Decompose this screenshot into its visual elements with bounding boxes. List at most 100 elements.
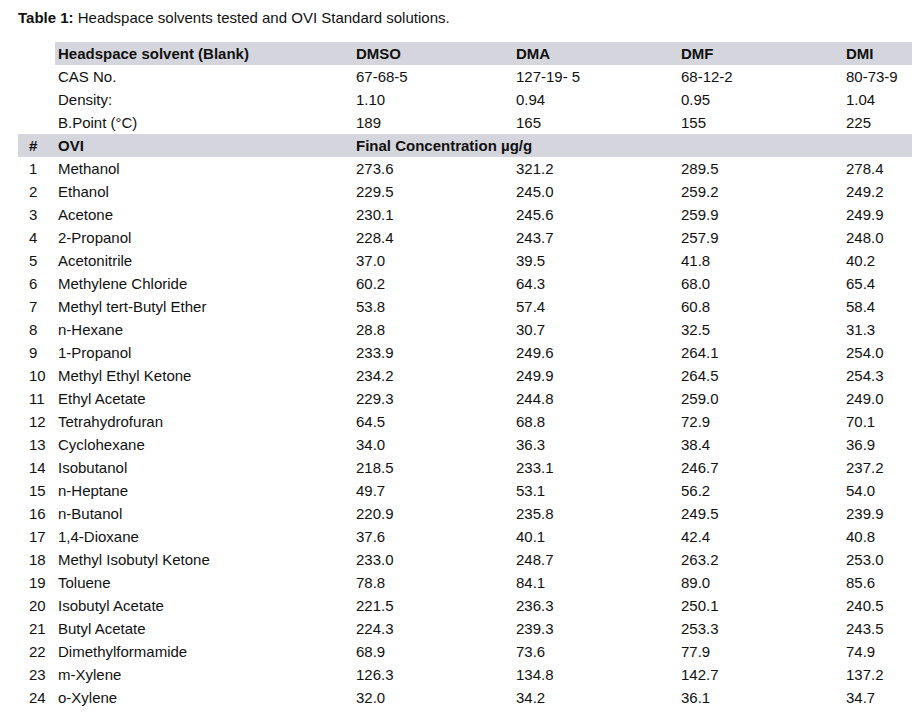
ovi-row-value: 30.7 xyxy=(515,318,680,341)
ovi-row-value: 253.0 xyxy=(845,548,912,571)
ovi-row-num: 1 xyxy=(18,157,55,180)
ovi-row-value: 243.7 xyxy=(515,226,680,249)
ovi-row-num: 13 xyxy=(18,433,55,456)
ovi-row-value: 37.0 xyxy=(355,249,515,272)
ovi-row-value: 273.6 xyxy=(355,157,515,180)
info-row-value: 0.94 xyxy=(515,88,680,111)
ovi-row-num: 22 xyxy=(18,640,55,663)
ovi-row-num: 19 xyxy=(18,571,55,594)
ovi-row-value: 254.0 xyxy=(845,341,912,364)
ovi-row-name: Ethyl Acetate xyxy=(55,387,355,410)
ovi-row-num: 24 xyxy=(18,686,55,709)
ovi-row-value: 39.5 xyxy=(515,249,680,272)
ovi-row-value: 249.9 xyxy=(515,364,680,387)
ovi-row-value: 36.1 xyxy=(680,686,845,709)
ovi-row-value: 229.3 xyxy=(355,387,515,410)
ovi-row-num: 12 xyxy=(18,410,55,433)
ovi-row-name: Isobutanol xyxy=(55,456,355,479)
ovi-row-value: 249.5 xyxy=(680,502,845,525)
ovi-row-name: n-Butanol xyxy=(55,502,355,525)
info-row-value: 155 xyxy=(680,111,845,134)
ovi-row-value: 53.1 xyxy=(515,479,680,502)
col-header-dmi: DMI xyxy=(845,42,912,65)
ovi-row-value: 40.2 xyxy=(845,249,912,272)
ovi-row: 11Ethyl Acetate229.3244.8259.0249.0 xyxy=(18,387,912,410)
ovi-row-num: 8 xyxy=(18,318,55,341)
ovi-row-value: 278.4 xyxy=(845,157,912,180)
ovi-row-num: 20 xyxy=(18,594,55,617)
ovi-row: 15n-Heptane49.753.156.254.0 xyxy=(18,479,912,502)
ovi-row: 5Acetonitrile37.039.541.840.2 xyxy=(18,249,912,272)
ovi-row-value: 259.0 xyxy=(680,387,845,410)
ovi-row-value: 245.0 xyxy=(515,180,680,203)
ovi-row-value: 34.2 xyxy=(515,686,680,709)
ovi-row-value: 40.8 xyxy=(845,525,912,548)
ovi-row-value: 32.5 xyxy=(680,318,845,341)
page: Table 1: Headspace solvents tested and O… xyxy=(0,0,920,723)
ovi-row-name: Toluene xyxy=(55,571,355,594)
ovi-row-value: 224.3 xyxy=(355,617,515,640)
ovi-row-value: 38.4 xyxy=(680,433,845,456)
ovi-row-value: 264.5 xyxy=(680,364,845,387)
ovi-row-value: 289.5 xyxy=(680,157,845,180)
info-row-value: 127-19- 5 xyxy=(515,65,680,88)
ovi-row-value: 58.4 xyxy=(845,295,912,318)
ovi-row-value: 68.9 xyxy=(355,640,515,663)
ovi-row-value: 36.3 xyxy=(515,433,680,456)
info-row-label: Density: xyxy=(55,88,355,111)
ovi-row-num: 6 xyxy=(18,272,55,295)
info-row-label: CAS No. xyxy=(55,65,355,88)
ovi-row-value: 321.2 xyxy=(515,157,680,180)
ovi-row: 20Isobutyl Acetate221.5236.3250.1240.5 xyxy=(18,594,912,617)
info-row-value: 165 xyxy=(515,111,680,134)
ovi-row: 22Dimethylformamide68.973.677.974.9 xyxy=(18,640,912,663)
ovi-row-num: 11 xyxy=(18,387,55,410)
info-row-label: B.Point (°C) xyxy=(55,111,355,134)
ovi-row-value: 259.9 xyxy=(680,203,845,226)
ovi-row-value: 246.7 xyxy=(680,456,845,479)
ovi-row-value: 142.7 xyxy=(680,663,845,686)
ovi-row-value: 249.2 xyxy=(845,180,912,203)
ovi-row-num: 4 xyxy=(18,226,55,249)
ovi-row-value: 249.9 xyxy=(845,203,912,226)
ovi-row-num: 5 xyxy=(18,249,55,272)
info-row: CAS No.67-68-5127-19- 568-12-280-73-9 xyxy=(18,65,912,88)
ovi-row-value: 244.8 xyxy=(515,387,680,410)
ovi-row: 18Methyl Isobutyl Ketone233.0248.7263.22… xyxy=(18,548,912,571)
ovi-row-num: 18 xyxy=(18,548,55,571)
ovi-row-num: 14 xyxy=(18,456,55,479)
ovi-row-value: 68.0 xyxy=(680,272,845,295)
ovi-row-value: 68.8 xyxy=(515,410,680,433)
ovi-row-num: 15 xyxy=(18,479,55,502)
ovi-row-value: 239.9 xyxy=(845,502,912,525)
ovi-row-num: 23 xyxy=(18,663,55,686)
solvent-table: Headspace solvent (Blank) DMSO DMA DMF D… xyxy=(18,42,912,709)
ovi-row-value: 228.4 xyxy=(355,226,515,249)
ovi-row-value: 74.9 xyxy=(845,640,912,663)
ovi-row-value: 230.1 xyxy=(355,203,515,226)
ovi-row-value: 34.0 xyxy=(355,433,515,456)
solvent-header-label: Headspace solvent (Blank) xyxy=(55,42,355,65)
ovi-row-value: 253.3 xyxy=(680,617,845,640)
ovi-row-value: 243.5 xyxy=(845,617,912,640)
ovi-row-value: 64.5 xyxy=(355,410,515,433)
ovi-row: 42-Propanol228.4243.7257.9248.0 xyxy=(18,226,912,249)
ovi-row-name: Isobutyl Acetate xyxy=(55,594,355,617)
ovi-row-value: 245.6 xyxy=(515,203,680,226)
ovi-row-value: 72.9 xyxy=(680,410,845,433)
ovi-row-value: 249.0 xyxy=(845,387,912,410)
ovi-row-value: 89.0 xyxy=(680,571,845,594)
ovi-header-concentration: Final Concentration µg/g xyxy=(355,134,912,157)
ovi-row: 16n-Butanol220.9235.8249.5239.9 xyxy=(18,502,912,525)
ovi-row-value: 264.1 xyxy=(680,341,845,364)
ovi-row: 12Tetrahydrofuran64.568.872.970.1 xyxy=(18,410,912,433)
ovi-row: 10Methyl Ethyl Ketone234.2249.9264.5254.… xyxy=(18,364,912,387)
ovi-row: 19Toluene78.884.189.085.6 xyxy=(18,571,912,594)
ovi-row-value: 42.4 xyxy=(680,525,845,548)
info-row-value: 1.04 xyxy=(845,88,912,111)
ovi-row-value: 257.9 xyxy=(680,226,845,249)
ovi-row-value: 220.9 xyxy=(355,502,515,525)
ovi-row-value: 85.6 xyxy=(845,571,912,594)
ovi-row: 1Methanol273.6321.2289.5278.4 xyxy=(18,157,912,180)
ovi-row-value: 57.4 xyxy=(515,295,680,318)
